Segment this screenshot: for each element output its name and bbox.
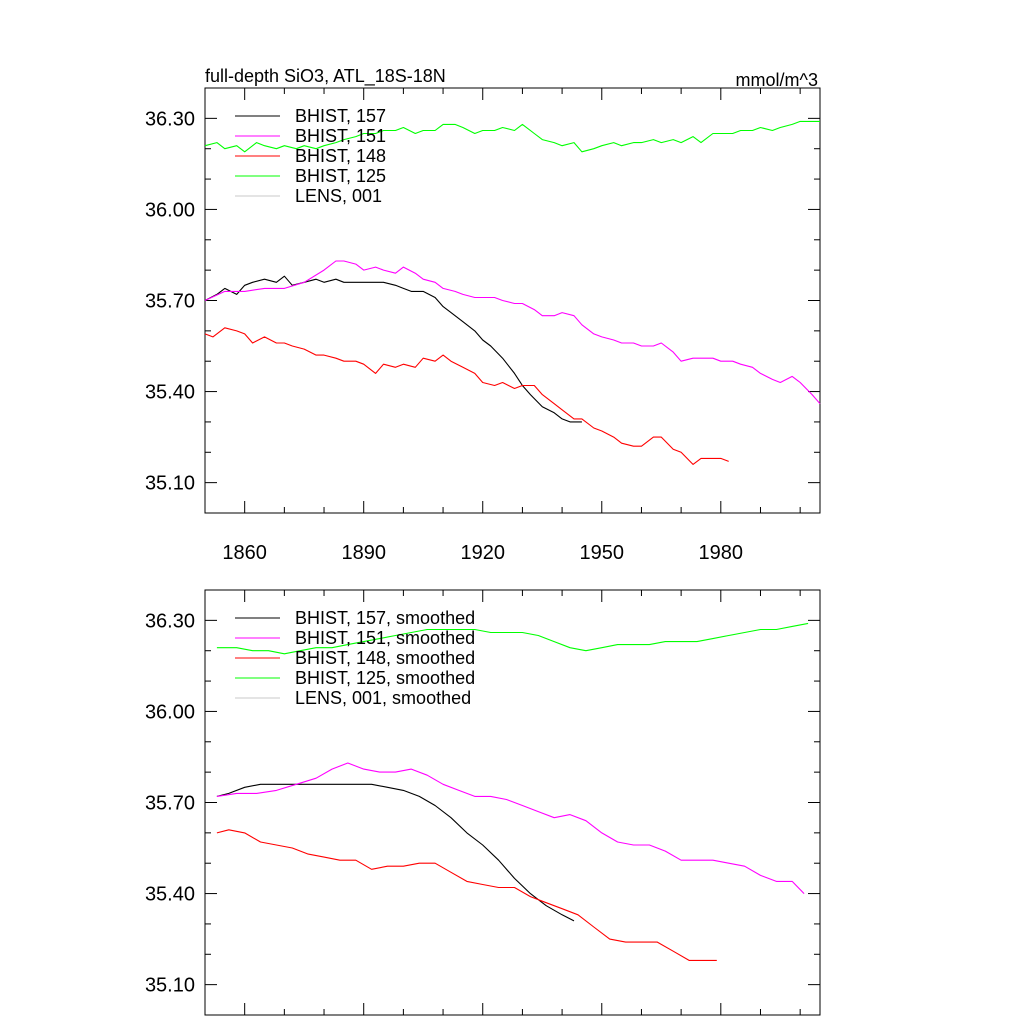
bottom-chart-panel: 35.10 35.40 35.70 36.00 36.30 BHIST, 157, sm…	[145, 589, 821, 1016]
y-tick-label: 35.40	[145, 382, 195, 404]
y-tick-label: 35.10	[145, 975, 195, 997]
series-lines	[216, 622, 809, 961]
x-tick-label: 1860	[222, 542, 267, 564]
y-tick-label: 35.40	[145, 884, 195, 906]
series-line-3	[216, 622, 809, 655]
legend-label: BHIST, 157, smoothed	[295, 608, 475, 628]
series-line-0	[204, 275, 582, 423]
x-tick-label: 1980	[699, 542, 744, 564]
legend-label: LENS, 001	[295, 186, 382, 206]
legend-label: BHIST, 151	[295, 126, 386, 146]
units-label: mmol/m^3	[736, 70, 818, 90]
series-line-0	[216, 783, 575, 922]
legend-label: BHIST, 157	[295, 106, 386, 126]
y-tick-label: 36.00	[145, 199, 195, 221]
chart-title: full-depth SiO3, ATL_18S-18N	[205, 66, 446, 87]
y-tick-label: 36.30	[145, 610, 195, 632]
legend-label: BHIST, 125	[295, 166, 386, 186]
series-line-2	[204, 327, 729, 465]
series-line-1	[216, 762, 805, 894]
legend-label: BHIST, 148, smoothed	[295, 648, 475, 668]
y-tick-label: 36.00	[145, 701, 195, 723]
legend-label: BHIST, 125, smoothed	[295, 668, 475, 688]
series-line-2	[216, 829, 717, 961]
x-tick-label: 1950	[580, 542, 625, 564]
legend-label: LENS, 001, smoothed	[295, 688, 471, 708]
axis-ticks: 35.10 35.40 35.70 36.00 36.30	[145, 589, 820, 1016]
series-line-1	[204, 260, 821, 405]
y-tick-label: 35.70	[145, 793, 195, 815]
series-line-3	[204, 120, 820, 153]
y-tick-label: 36.30	[145, 108, 195, 130]
top-chart-panel: full-depth SiO3, ATL_18S-18N mmol/m^3 35…	[145, 66, 821, 564]
legend-label: BHIST, 151, smoothed	[295, 628, 475, 648]
legend-label: BHIST, 148	[295, 146, 386, 166]
x-tick-label: 1890	[341, 542, 386, 564]
series-lines	[204, 120, 821, 465]
axis-ticks: 35.10 35.40 35.70 36.00 36.30 1860 1890 1920 195…	[145, 87, 820, 564]
y-tick-label: 35.10	[145, 473, 195, 495]
y-tick-label: 35.70	[145, 291, 195, 313]
x-tick-label: 1920	[460, 542, 505, 564]
